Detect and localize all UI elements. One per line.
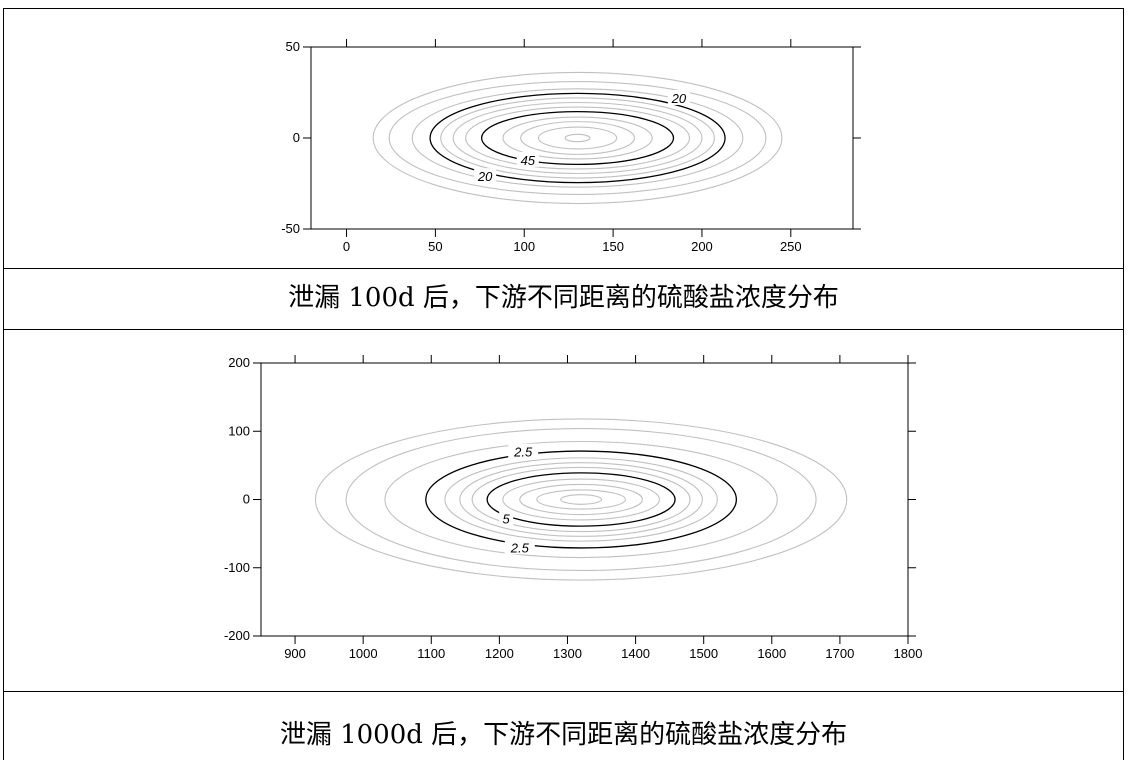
y-tick-label: 50 (286, 39, 300, 54)
contour-label-bg (516, 151, 539, 167)
contour-label-bg (499, 510, 514, 526)
y-tick-label: 100 (228, 423, 250, 438)
x-tick-label: 1000 (349, 646, 378, 661)
x-tick-label: 1700 (825, 646, 854, 661)
contour-label: 2.5 (510, 540, 530, 555)
x-tick-label: 1200 (485, 646, 514, 661)
x-tick-label: 250 (780, 239, 802, 254)
x-tick-label: 200 (691, 239, 713, 254)
figure-cell-100d: 0 50 100 150 200 250 50 0 -50 20 45 20 (4, 9, 1123, 269)
contour-line-labeled (486, 472, 676, 527)
y-tick-label: -100 (224, 560, 250, 575)
x-tick-label: 100 (513, 239, 535, 254)
caption-cell-100d: 泄漏 100d 后，下游不同距离的硫酸盐浓度分布 (4, 269, 1123, 330)
y-tick-label: -200 (224, 628, 250, 643)
contour-label-bg (667, 89, 690, 105)
plot-frame (260, 362, 909, 637)
figure-cell-1000d: 900 1000 1100 1200 1300 1400 1500 1600 1700 1800 2… (4, 330, 1123, 692)
x-tick-label: 50 (428, 239, 442, 254)
contour-line (502, 116, 653, 160)
contour-label-bg (474, 168, 497, 184)
figure-caption-100d: 泄漏 100d 后，下游不同距离的硫酸盐浓度分布 (288, 283, 839, 313)
contour-label-bg (504, 539, 535, 555)
contour-label: 45 (521, 153, 536, 168)
contour-line-labeled (429, 92, 726, 184)
contour-line (536, 489, 626, 510)
contour-line-labeled (425, 450, 738, 549)
contour-line (502, 478, 660, 521)
contour-label-bg (508, 443, 539, 459)
contour-line (372, 71, 783, 205)
contour-line (537, 126, 618, 150)
document-table: 0 50 100 150 200 250 50 0 -50 20 45 20 泄漏 100d 后，下游… (3, 8, 1124, 760)
contour-label: 5 (503, 512, 511, 527)
x-tick-label: 1800 (894, 646, 923, 661)
figure-caption-1000d: 泄漏 1000d 后，下游不同距离的硫酸盐浓度分布 (279, 720, 848, 750)
x-tick-label: 0 (343, 239, 350, 254)
x-tick-label: 900 (284, 646, 306, 661)
contour-line (471, 466, 691, 533)
contour-line (440, 97, 715, 179)
contour-line (519, 483, 643, 516)
x-tick-label: 1400 (621, 646, 650, 661)
y-tick-label: 0 (293, 130, 300, 145)
plot-frame (310, 46, 854, 230)
y-tick-label: 200 (228, 355, 250, 370)
contour-line (520, 121, 635, 155)
x-tick-label: 1600 (757, 646, 786, 661)
contour-line (459, 462, 703, 537)
contour-line (465, 106, 691, 170)
contour-label: 20 (477, 169, 493, 184)
contour-chart-100d: 0 50 100 150 200 250 50 0 -50 20 45 20 (281, 39, 861, 254)
contour-line (314, 418, 848, 581)
contour-line (345, 427, 817, 572)
contour-line-labeled (480, 110, 675, 166)
contour-line (388, 81, 767, 195)
x-tick-label: 1100 (417, 646, 445, 661)
y-tick-label: -50 (281, 221, 300, 236)
x-tick-label: 1500 (689, 646, 718, 661)
caption-cell-1000d: 泄漏 1000d 后，下游不同距离的硫酸盐浓度分布 (4, 692, 1123, 761)
contour-line (384, 440, 778, 559)
contour-line (560, 494, 603, 505)
contour-chart-1000d: 900 1000 1100 1200 1300 1400 1500 1600 1700 18002… (224, 355, 923, 661)
y-tick-label: 0 (243, 492, 250, 507)
contour-label: 20 (671, 91, 687, 106)
x-tick-label: 1300 (553, 646, 582, 661)
contour-line (444, 457, 718, 542)
contour-line (411, 88, 744, 188)
contour-line (564, 133, 591, 143)
x-tick-label: 150 (602, 239, 624, 254)
contour-line (452, 101, 703, 175)
contour-label: 2.5 (513, 445, 533, 460)
